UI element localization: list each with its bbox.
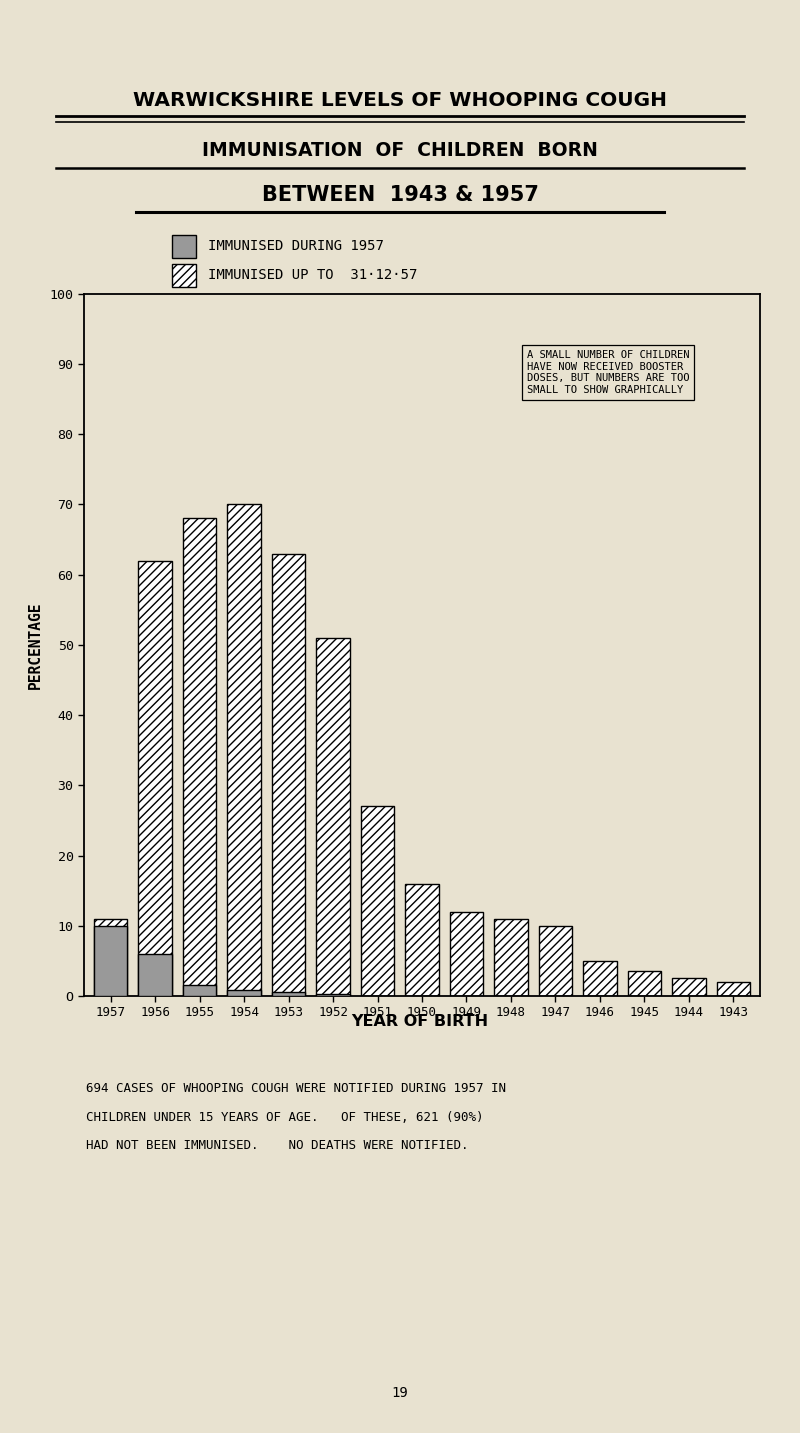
- Bar: [538, 926, 572, 996]
- Text: BETWEEN  1943 & 1957: BETWEEN 1943 & 1957: [262, 185, 538, 205]
- Bar: [138, 560, 172, 996]
- Text: CHILDREN UNDER 15 YEARS OF AGE.   OF THESE, 621 (90%): CHILDREN UNDER 15 YEARS OF AGE. OF THESE…: [86, 1111, 484, 1123]
- Bar: [94, 919, 127, 996]
- Y-axis label: PERCENTAGE: PERCENTAGE: [28, 600, 42, 689]
- Bar: [272, 553, 306, 996]
- Bar: [406, 884, 438, 996]
- Bar: [672, 979, 706, 996]
- Text: HAD NOT BEEN IMMUNISED.    NO DEATHS WERE NOTIFIED.: HAD NOT BEEN IMMUNISED. NO DEATHS WERE N…: [86, 1139, 469, 1152]
- Text: 694 CASES OF WHOOPING COUGH WERE NOTIFIED DURING 1957 IN: 694 CASES OF WHOOPING COUGH WERE NOTIFIE…: [86, 1082, 506, 1095]
- Bar: [183, 519, 216, 996]
- Bar: [227, 504, 261, 996]
- Text: WARWICKSHIRE LEVELS OF WHOOPING COUGH: WARWICKSHIRE LEVELS OF WHOOPING COUGH: [133, 90, 667, 110]
- Bar: [272, 993, 306, 996]
- Bar: [450, 911, 483, 996]
- Text: IMMUNISED DURING 1957: IMMUNISED DURING 1957: [208, 239, 384, 254]
- Bar: [94, 926, 127, 996]
- Bar: [316, 638, 350, 996]
- Bar: [583, 962, 617, 996]
- Bar: [227, 990, 261, 996]
- Text: IMMUNISATION  OF  CHILDREN  BORN: IMMUNISATION OF CHILDREN BORN: [202, 140, 598, 160]
- Bar: [628, 972, 661, 996]
- Bar: [316, 995, 350, 996]
- Text: IMMUNISED UP TO  31·12·57: IMMUNISED UP TO 31·12·57: [208, 268, 418, 282]
- Text: YEAR OF BIRTH: YEAR OF BIRTH: [351, 1015, 489, 1029]
- Bar: [717, 982, 750, 996]
- Text: 19: 19: [392, 1386, 408, 1400]
- Text: A SMALL NUMBER OF CHILDREN
HAVE NOW RECEIVED BOOSTER
DOSES, BUT NUMBERS ARE TOO
: A SMALL NUMBER OF CHILDREN HAVE NOW RECE…: [526, 350, 690, 394]
- Bar: [361, 807, 394, 996]
- Bar: [138, 954, 172, 996]
- Bar: [494, 919, 528, 996]
- Bar: [183, 986, 216, 996]
